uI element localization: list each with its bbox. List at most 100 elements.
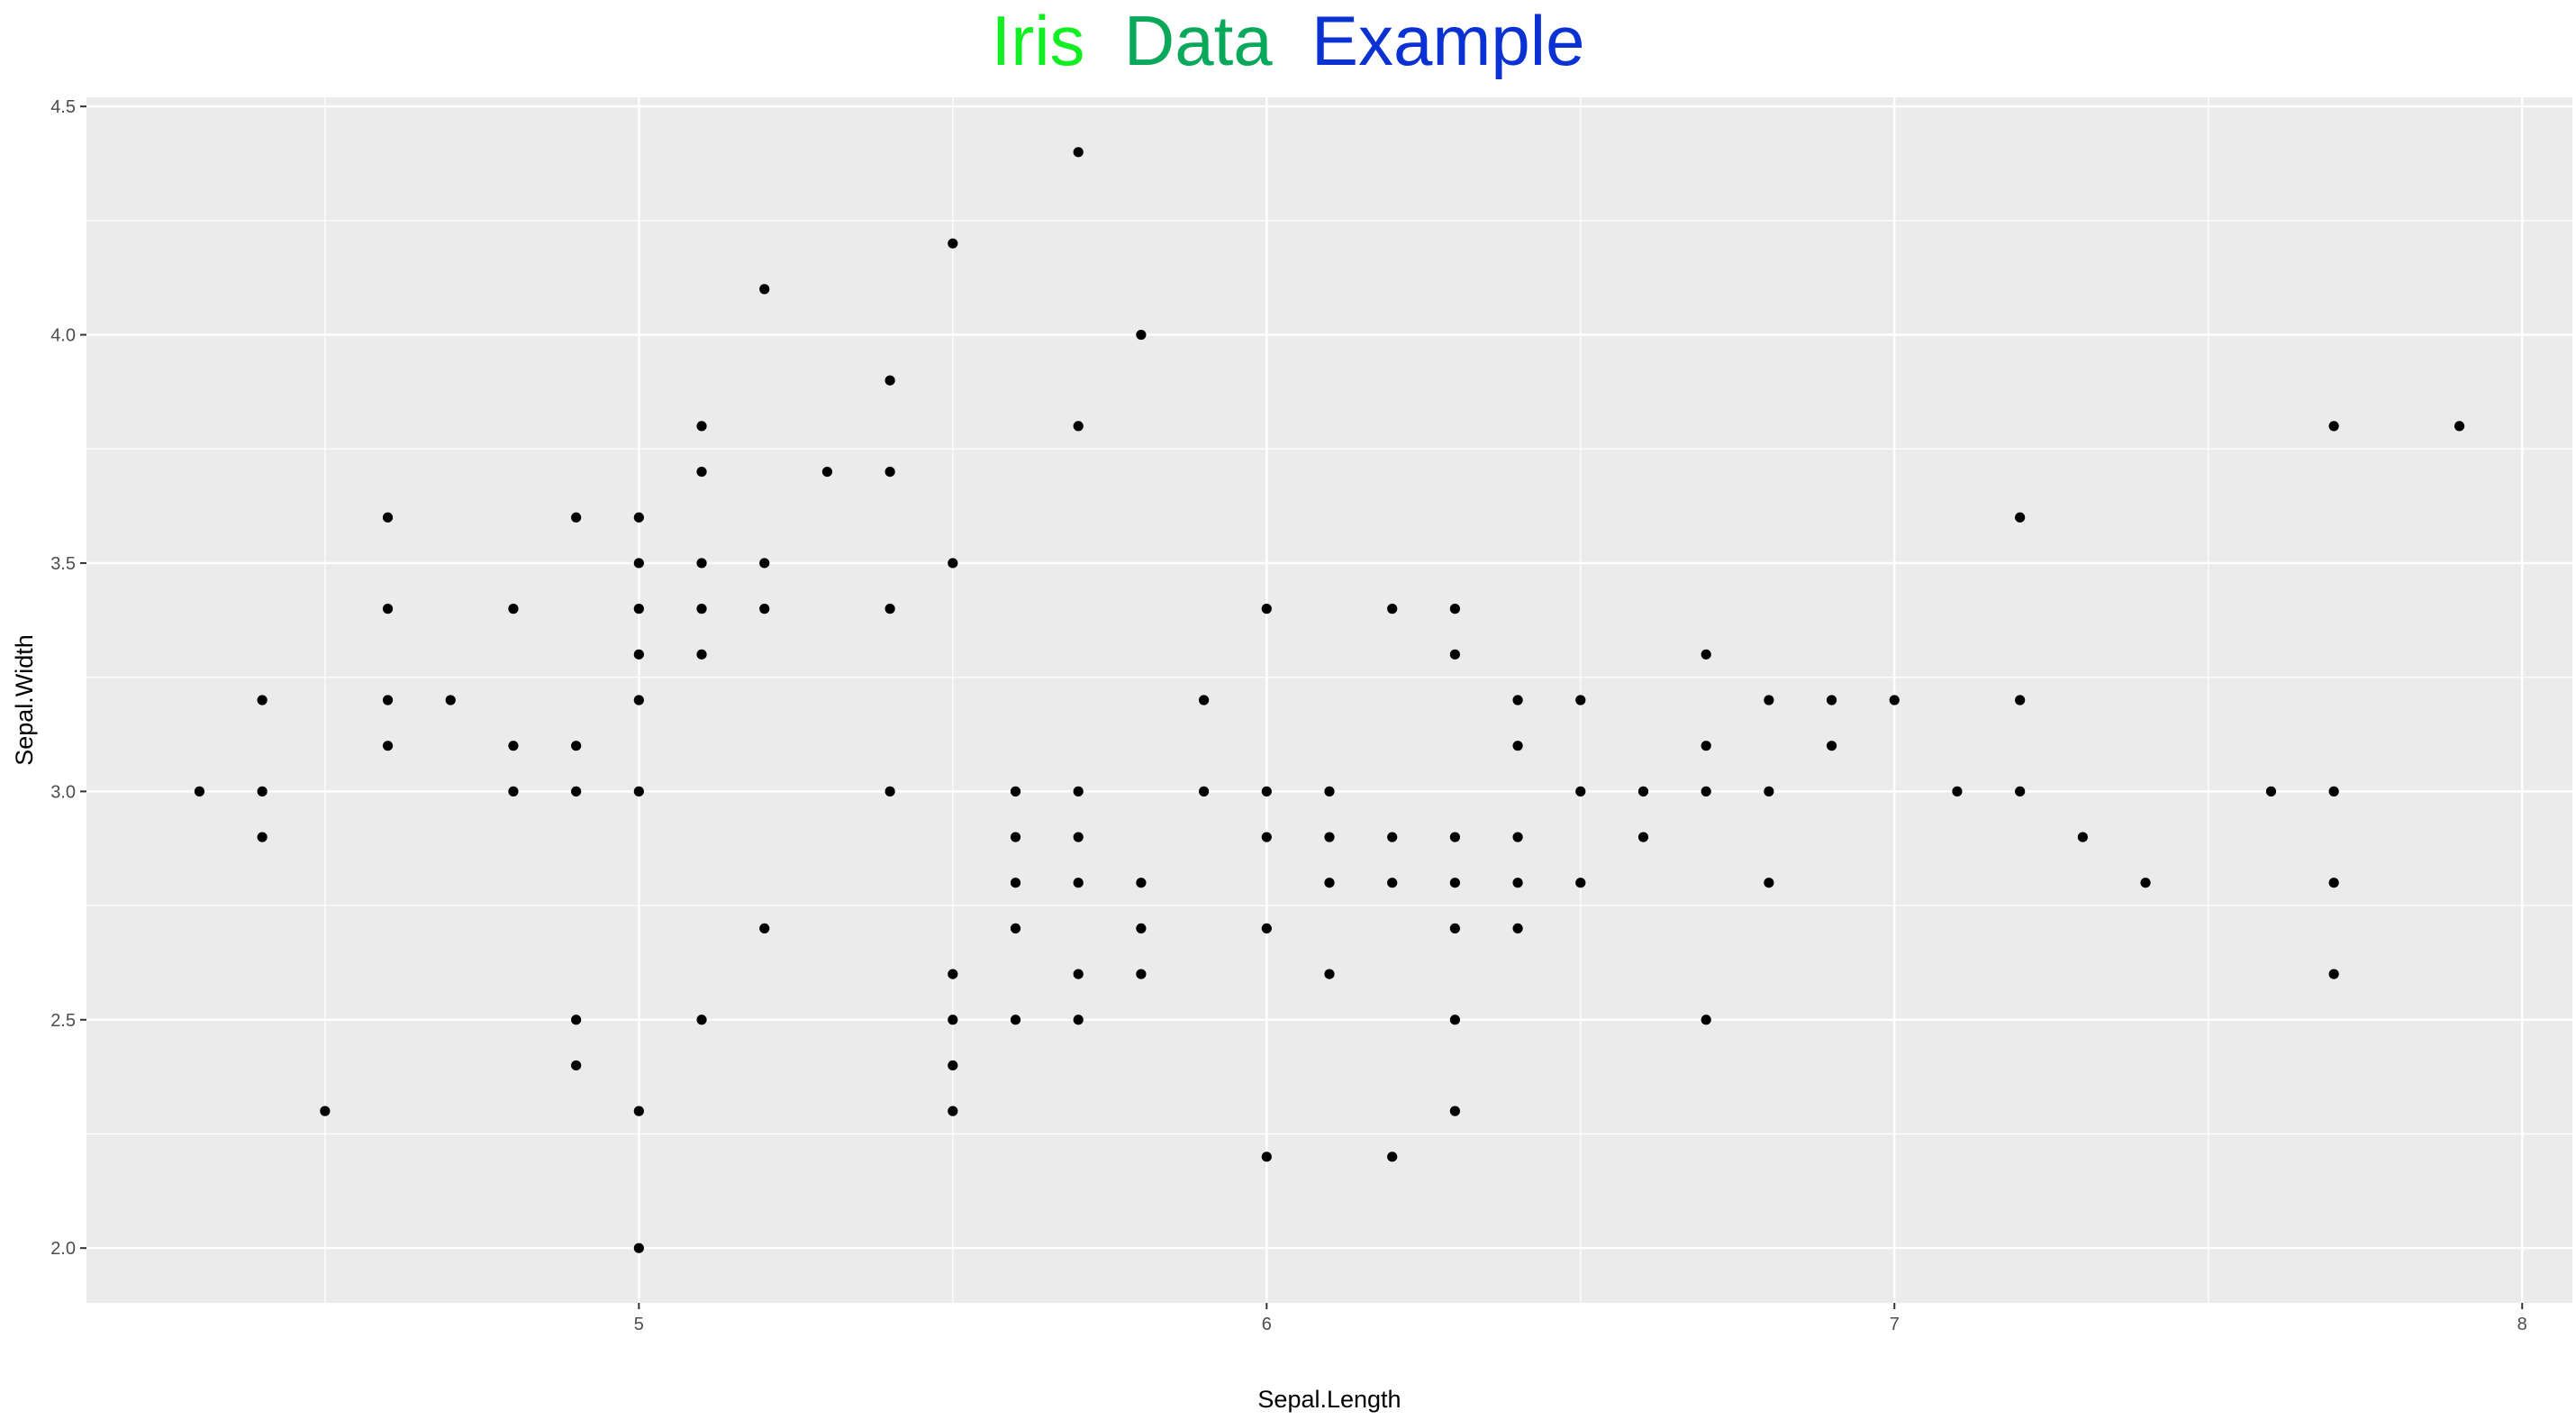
- data-point: [2328, 786, 2339, 796]
- title-word-1: Iris: [992, 1, 1085, 80]
- data-point: [1261, 923, 1272, 934]
- data-point: [696, 421, 707, 432]
- data-point: [696, 649, 707, 660]
- data-point: [1701, 741, 1711, 751]
- data-point: [1324, 832, 1335, 842]
- data-point: [571, 512, 582, 523]
- data-point: [1387, 1151, 1398, 1162]
- data-point: [633, 695, 644, 705]
- data-point: [1701, 649, 1711, 660]
- data-point: [1512, 695, 1523, 705]
- data-point: [1449, 1106, 1460, 1116]
- data-point: [382, 695, 394, 705]
- data-point: [1324, 969, 1335, 979]
- y-tick-label: 3.5: [50, 554, 76, 574]
- data-point: [948, 1106, 958, 1116]
- data-point: [1449, 1015, 1460, 1025]
- data-point: [2077, 832, 2088, 842]
- data-point: [2015, 786, 2026, 796]
- data-point: [1073, 147, 1084, 158]
- data-point: [884, 466, 895, 478]
- data-point: [571, 1060, 582, 1071]
- data-point: [257, 695, 268, 705]
- data-point: [1324, 786, 1335, 796]
- data-point: [1637, 832, 1649, 842]
- data-point: [1136, 969, 1147, 979]
- data-point: [633, 649, 644, 660]
- data-point: [1952, 786, 1963, 796]
- data-point: [1387, 604, 1398, 614]
- data-point: [884, 604, 895, 614]
- y-tick-label: 3.0: [50, 782, 76, 802]
- data-point: [696, 604, 707, 614]
- data-point: [696, 1015, 707, 1025]
- data-point: [1073, 969, 1084, 979]
- data-point: [1010, 923, 1021, 934]
- plot-panel: [86, 97, 2572, 1303]
- data-point: [1637, 786, 1649, 796]
- data-point: [1512, 832, 1523, 842]
- data-point: [1387, 878, 1398, 888]
- data-point: [696, 466, 707, 478]
- data-point: [633, 558, 644, 569]
- data-point: [1199, 786, 1210, 796]
- data-point: [257, 832, 268, 842]
- data-point: [1449, 649, 1460, 660]
- y-tick-label: 2.0: [50, 1239, 76, 1259]
- data-point: [1575, 878, 1586, 888]
- data-point: [382, 604, 394, 614]
- data-point: [633, 1242, 644, 1253]
- data-point: [759, 604, 770, 614]
- data-point: [508, 786, 519, 796]
- data-point: [1010, 1015, 1021, 1025]
- data-point: [508, 604, 519, 614]
- data-point: [821, 466, 833, 478]
- data-point: [2328, 878, 2339, 888]
- y-axis-title: Sepal.Width: [11, 634, 38, 766]
- data-point: [696, 558, 707, 569]
- data-point: [948, 238, 958, 249]
- x-tick-label: 5: [634, 1315, 644, 1334]
- data-point: [1136, 329, 1147, 341]
- data-point: [1324, 878, 1335, 888]
- data-point: [759, 558, 770, 569]
- grid-lines: [86, 97, 2572, 1303]
- data-point: [1136, 923, 1147, 934]
- data-point: [1010, 832, 1021, 842]
- data-point: [1073, 786, 1084, 796]
- data-point: [1826, 695, 1837, 705]
- data-point: [2328, 969, 2339, 979]
- data-point: [1889, 695, 1900, 705]
- data-point: [1701, 786, 1711, 796]
- data-point: [571, 741, 582, 751]
- y-tick-label: 4.0: [50, 326, 76, 346]
- data-point: [1512, 741, 1523, 751]
- data-point: [1010, 878, 1021, 888]
- data-point: [1199, 695, 1210, 705]
- data-point: [1449, 604, 1460, 614]
- x-tick-label: 7: [1890, 1315, 1900, 1334]
- data-point: [1764, 695, 1774, 705]
- data-point: [759, 923, 770, 934]
- title-word-2: Data: [1085, 1, 1274, 80]
- title-word-3: Example: [1273, 1, 1585, 80]
- data-point: [633, 604, 644, 614]
- data-point: [2454, 421, 2465, 432]
- data-point: [1261, 832, 1272, 842]
- data-point: [1575, 695, 1586, 705]
- data-point: [1136, 878, 1147, 888]
- data-point: [1010, 786, 1021, 796]
- data-point: [1764, 878, 1774, 888]
- data-point: [382, 741, 394, 751]
- data-point: [1073, 421, 1084, 432]
- data-point: [884, 786, 895, 796]
- data-point: [1073, 1015, 1084, 1025]
- data-point: [1261, 604, 1272, 614]
- x-axis-title: Sepal.Length: [1257, 1386, 1401, 1413]
- data-point: [2328, 421, 2339, 432]
- data-point: [1449, 923, 1460, 934]
- data-point: [884, 375, 895, 386]
- data-point: [1449, 878, 1460, 888]
